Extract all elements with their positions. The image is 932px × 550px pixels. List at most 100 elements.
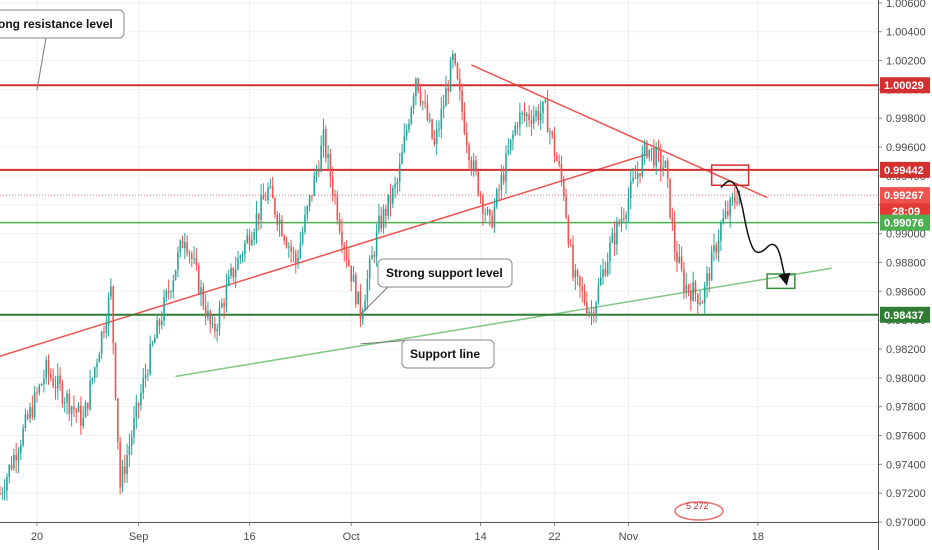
candle-body — [195, 258, 198, 266]
candle-body — [66, 393, 68, 403]
candle-body — [364, 300, 366, 311]
candle-body — [553, 134, 556, 156]
candle-body — [3, 490, 6, 493]
candle-body — [452, 53, 454, 61]
candle-body — [500, 175, 503, 191]
candle-body — [491, 215, 493, 228]
candle-body — [676, 251, 678, 263]
strong-support-callout-box[interactable] — [377, 258, 513, 288]
time-axis[interactable]: 20 Sep 16 Oct 14 22 Nov 18 — [0, 522, 878, 543]
candle-body — [669, 178, 671, 218]
candle-body — [17, 452, 20, 461]
candle-body — [87, 402, 89, 410]
candle-body — [331, 177, 334, 195]
candle-body — [43, 378, 45, 384]
candle-body — [80, 405, 82, 426]
candle-body — [110, 286, 112, 297]
candle-body — [507, 150, 510, 154]
candle-body — [662, 167, 664, 170]
candle-body — [322, 129, 325, 146]
y-tick-label: 0.99000 — [886, 229, 926, 241]
y-tick-label: 0.99800 — [886, 113, 926, 125]
candle-body — [544, 100, 547, 102]
candle-body — [424, 101, 426, 104]
y-tick-label: 0.97000 — [886, 517, 926, 529]
candle-body — [694, 281, 697, 294]
strong-resistance-callout-box[interactable] — [0, 9, 125, 39]
trendline-green-support[interactable] — [175, 267, 832, 378]
candle-body — [306, 206, 309, 216]
candle-body — [505, 153, 507, 182]
price-axis[interactable]: 0.97000 0.97200 0.97400 0.97600 0.97800 0.980… — [878, 0, 930, 550]
candle-body — [96, 362, 98, 368]
candle-body — [382, 208, 385, 229]
candle-body — [123, 466, 126, 475]
support-line-callout-box[interactable] — [401, 339, 495, 369]
candle-body — [292, 251, 295, 253]
candle-body — [431, 119, 433, 139]
price-tag — [880, 161, 930, 178]
candle-body — [285, 240, 288, 248]
candle-body — [572, 244, 574, 278]
candle-body — [255, 213, 258, 233]
support-line-callout-pointer — [360, 339, 413, 345]
x-tick-label: 18 — [752, 531, 764, 543]
candle-body — [519, 112, 521, 127]
y-tick-label: 0.98000 — [886, 373, 926, 385]
candle-body — [625, 214, 627, 219]
candle-body — [394, 183, 396, 188]
candle-body — [329, 153, 332, 178]
candle-body — [403, 135, 406, 152]
candle-body — [717, 240, 720, 253]
candle-body — [50, 373, 52, 379]
candle-body — [653, 147, 655, 166]
candle-body — [144, 374, 147, 379]
watermark-ring — [674, 501, 724, 521]
y-tick-label: 1.00400 — [886, 27, 926, 39]
candle-body — [114, 343, 117, 399]
watermark-text: 5 272 — [686, 501, 709, 511]
candle-body — [493, 206, 496, 228]
projection-arrow[interactable] — [720, 180, 791, 286]
candle-body — [248, 235, 251, 246]
candle-body — [565, 196, 567, 218]
candle-body — [142, 378, 145, 393]
candle-body — [158, 320, 161, 326]
resistance-box[interactable] — [710, 164, 750, 187]
candle-body — [447, 88, 450, 92]
candle-body — [350, 265, 352, 282]
candle-body — [569, 244, 572, 246]
candle-body — [708, 273, 711, 281]
candle-body — [93, 367, 96, 378]
candle-body — [389, 194, 392, 204]
candle-body — [304, 215, 306, 232]
candle-body — [294, 252, 297, 264]
target-box[interactable] — [766, 273, 796, 290]
candle-body — [576, 270, 579, 277]
candle-body — [516, 125, 519, 127]
candle-body — [186, 242, 188, 253]
candle-body — [336, 196, 339, 220]
candle-body — [722, 218, 724, 224]
candle-body — [315, 170, 318, 176]
horizontal-levels — [0, 84, 878, 316]
candle-body — [338, 219, 341, 232]
candle-body — [687, 284, 690, 291]
candle-body — [583, 290, 586, 303]
candle-body — [36, 392, 38, 394]
candle-body — [334, 194, 336, 197]
candle-body — [655, 146, 657, 166]
candle-body — [426, 103, 429, 121]
candle-body — [727, 211, 729, 216]
candle-body — [415, 78, 417, 97]
candle-body — [318, 170, 320, 172]
candle-body — [281, 219, 283, 236]
candle-body — [438, 128, 440, 130]
candle-body — [539, 112, 542, 121]
candle-body — [112, 286, 115, 344]
trendline-red-falling[interactable] — [471, 64, 768, 199]
candle-body — [103, 331, 105, 333]
candle-body — [618, 221, 621, 224]
candle-body — [472, 160, 475, 171]
